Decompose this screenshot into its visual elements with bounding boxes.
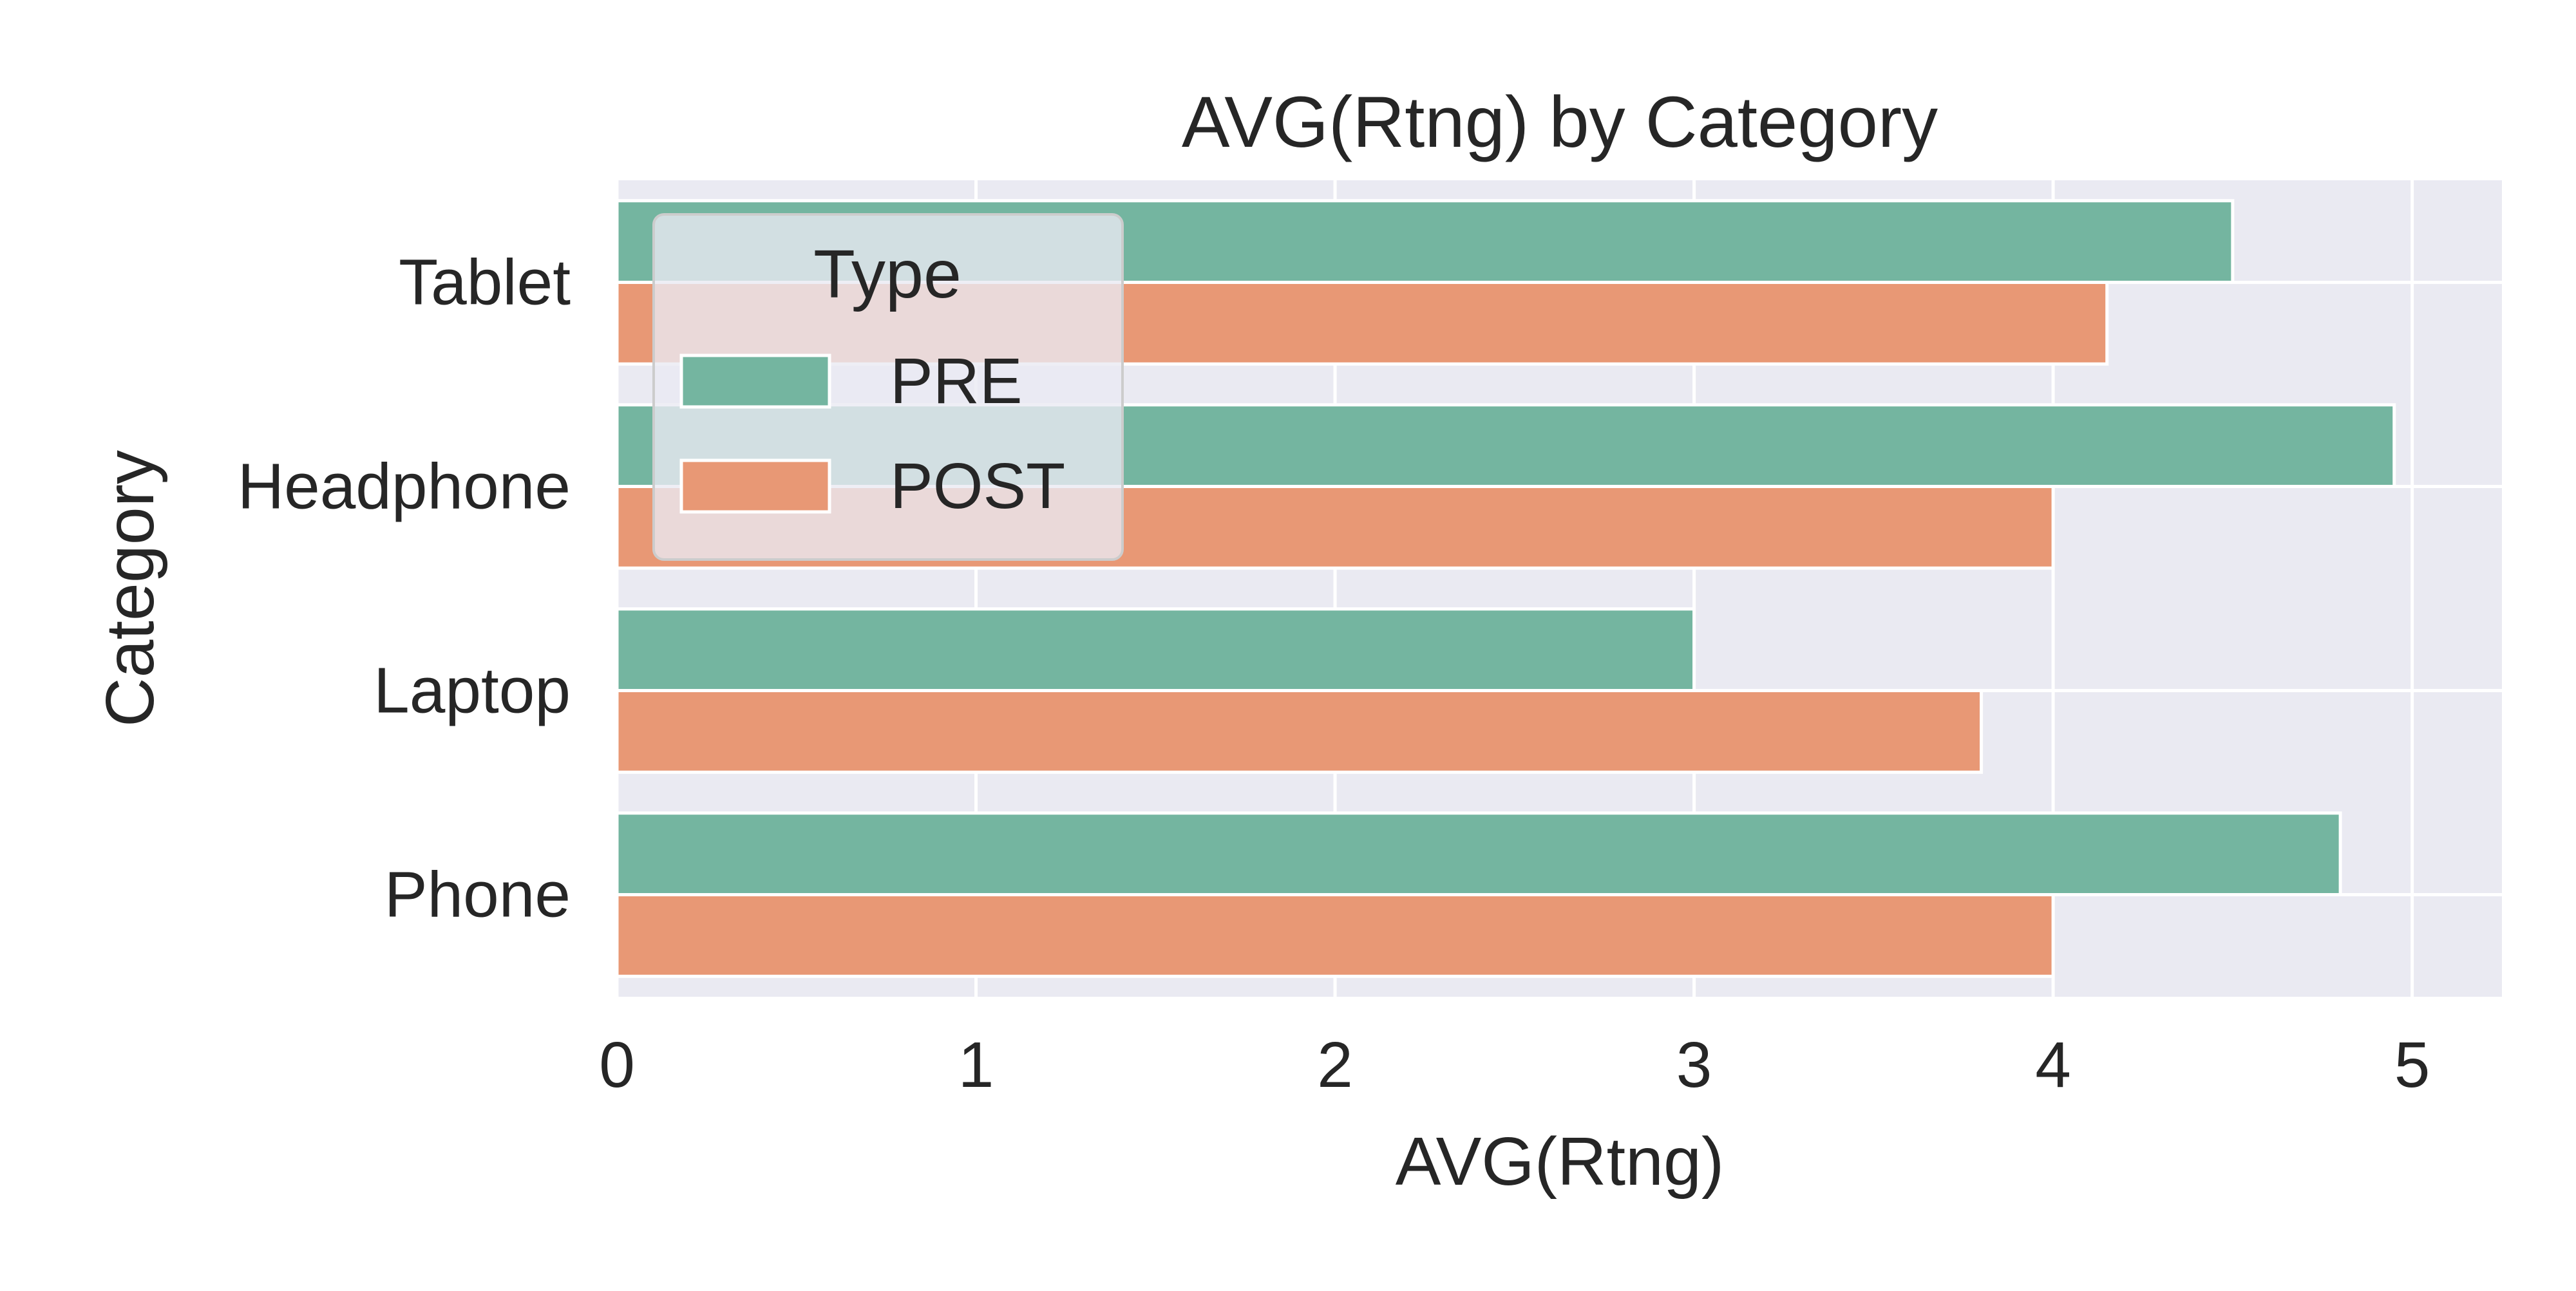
bar-post-laptop — [615, 689, 1984, 774]
y-tick-label: Phone — [384, 859, 571, 931]
x-tick-labels: 0 1 2 3 4 5 — [599, 1029, 2430, 1101]
x-tick-label: 5 — [2394, 1029, 2430, 1101]
x-tick-label: 4 — [2035, 1029, 2071, 1101]
y-tick-label: Headphone — [238, 451, 571, 523]
legend: Type PRE POST — [652, 213, 1124, 561]
y-tick-label: Laptop — [374, 655, 571, 727]
legend-swatch-pre — [679, 353, 831, 409]
legend-label-pre: PRE — [890, 345, 1023, 417]
x-tick-label: 1 — [958, 1029, 994, 1101]
y-tick-label: Tablet — [399, 247, 571, 319]
x-tick-label: 0 — [599, 1029, 635, 1101]
x-axis-label: AVG(Rtng) — [1396, 1124, 1725, 1200]
legend-items: PRE POST — [679, 345, 1065, 522]
y-axis-label: Category — [92, 450, 168, 727]
legend-title: Type — [813, 236, 961, 312]
y-tick-labels: Tablet Headphone Laptop Phone — [238, 247, 571, 931]
bar-pre-phone — [615, 811, 2342, 896]
legend-label-post: POST — [890, 450, 1065, 522]
chart-title: AVG(Rtng) by Category — [1182, 82, 1938, 162]
bar-pre-laptop — [615, 607, 1696, 693]
x-tick-label: 2 — [1317, 1029, 1353, 1101]
legend-swatch-post — [679, 458, 831, 514]
x-tick-label: 3 — [1676, 1029, 1712, 1101]
bar-post-phone — [615, 893, 2055, 978]
